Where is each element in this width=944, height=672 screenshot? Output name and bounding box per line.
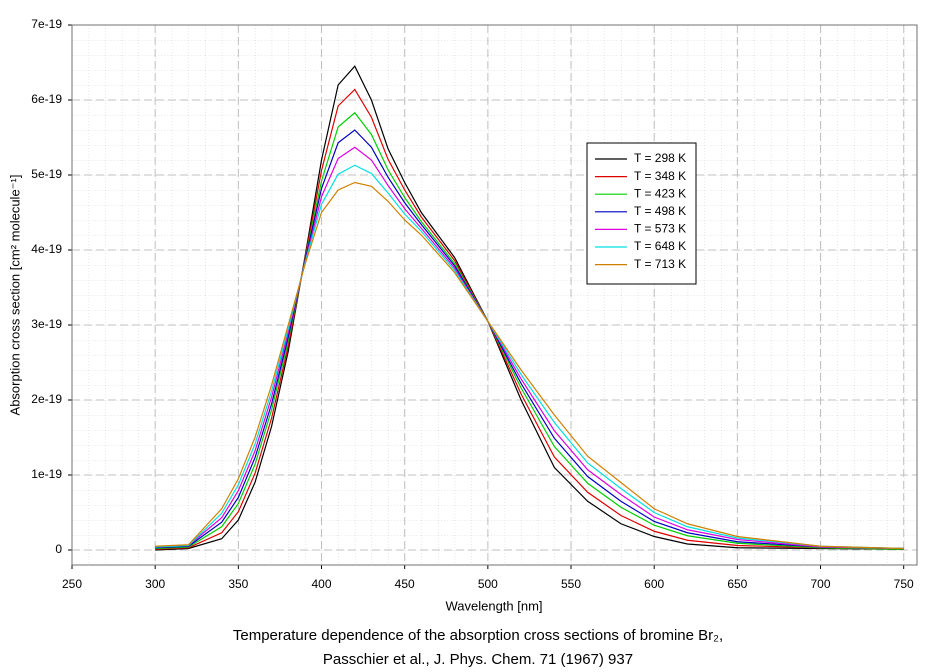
data-line: [155, 65, 904, 551]
y-tick-label: 7e-19: [31, 17, 62, 31]
data-line: [155, 129, 904, 550]
y-tick-label: 2e-19: [31, 392, 62, 406]
x-tick-label: 700: [811, 577, 831, 591]
data-line: [155, 111, 904, 550]
legend-label: T = 423 K: [634, 186, 686, 200]
plot-frame: [71, 24, 918, 566]
legend-label: T = 573 K: [634, 222, 686, 236]
legend-box: [586, 142, 697, 285]
legend-label: T = 298 K: [634, 151, 686, 165]
x-tick-label: 400: [311, 577, 331, 591]
minor-grid: [72, 25, 917, 565]
y-axis-label: Absorption cross section [cm² molecule⁻¹…: [7, 175, 22, 416]
legend-label: T = 713 K: [634, 257, 686, 271]
y-tick-label: 0: [55, 542, 62, 556]
data-line: [155, 164, 904, 550]
caption: Temperature dependence of the absorption…: [233, 627, 723, 644]
legend-label: T = 648 K: [634, 239, 686, 253]
x-tick-label: 650: [727, 577, 747, 591]
data-line: [155, 146, 904, 550]
y-tick-label: 3e-19: [31, 317, 62, 331]
y-tick-label: 4e-19: [31, 242, 62, 256]
x-tick-label: 550: [561, 577, 581, 591]
data-line: [155, 88, 904, 550]
x-tick-label: 250: [62, 577, 82, 591]
x-tick-label: 500: [478, 577, 498, 591]
x-tick-label: 350: [228, 577, 248, 591]
y-tick-label: 5e-19: [31, 167, 62, 181]
legend-label: T = 498 K: [634, 204, 686, 218]
x-tick-label: 450: [395, 577, 415, 591]
x-axis-label: Wavelength [nm]: [445, 598, 542, 613]
x-tick-label: 750: [894, 577, 914, 591]
x-tick-label: 600: [644, 577, 664, 591]
caption: Passchier et al., J. Phys. Chem. 71 (196…: [323, 651, 633, 668]
data-line: [155, 181, 904, 550]
y-tick-label: 1e-19: [31, 467, 62, 481]
x-tick-label: 300: [145, 577, 165, 591]
y-tick-label: 6e-19: [31, 92, 62, 106]
legend-label: T = 348 K: [634, 169, 686, 183]
